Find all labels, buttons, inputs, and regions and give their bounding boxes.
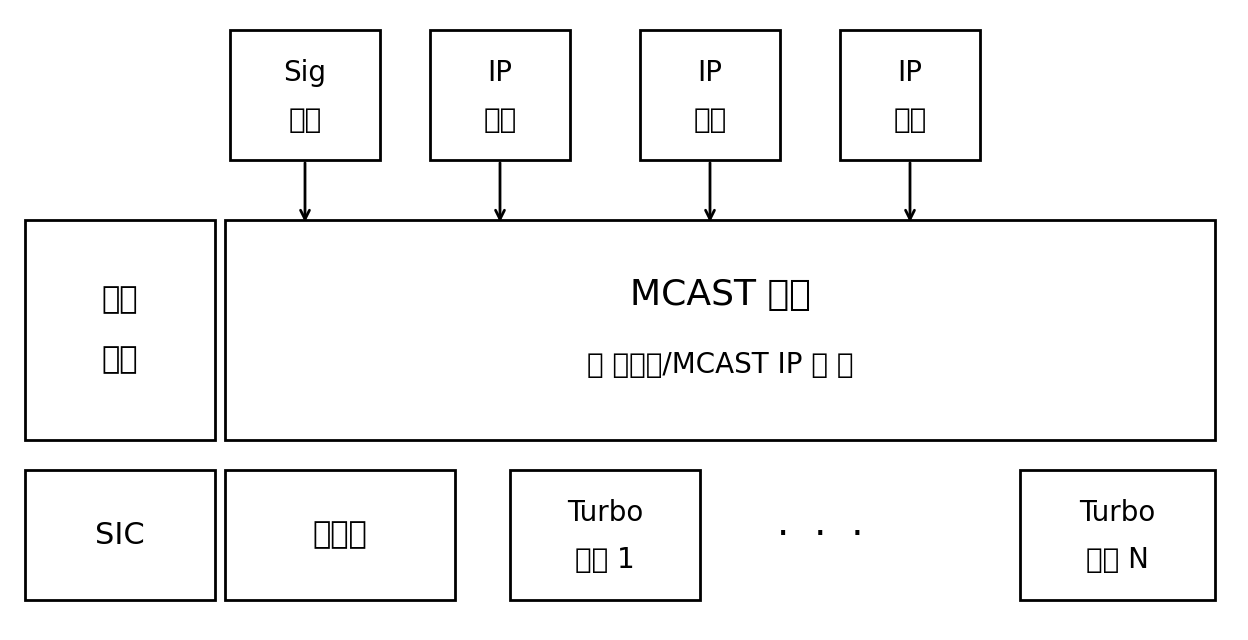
Text: Sig: Sig xyxy=(283,59,327,87)
Text: IP: IP xyxy=(897,59,922,87)
Bar xyxy=(431,30,570,160)
Bar xyxy=(25,220,215,440)
Text: MCAST 包层: MCAST 包层 xyxy=(630,278,810,312)
Text: IP: IP xyxy=(698,59,723,87)
Bar xyxy=(225,220,1216,440)
Text: 服务: 服务 xyxy=(483,106,517,134)
Bar xyxy=(640,30,780,160)
Text: 主信道: 主信道 xyxy=(313,520,367,550)
Bar xyxy=(25,470,215,600)
Bar xyxy=(840,30,980,160)
Text: 信息: 信息 xyxy=(288,106,322,134)
Bar xyxy=(225,470,456,600)
Text: 信令: 信令 xyxy=(102,285,139,314)
Text: 结构: 结构 xyxy=(102,346,139,374)
Text: 服务: 服务 xyxy=(894,106,926,134)
Text: 信道 N: 信道 N xyxy=(1086,546,1149,574)
Text: ·  ·  ·: · · · xyxy=(776,516,864,554)
Text: IP: IP xyxy=(488,59,513,87)
Text: SIC: SIC xyxy=(95,520,145,550)
Bar xyxy=(1020,470,1216,600)
Text: （ 信令包/MCAST IP 包 ）: （ 信令包/MCAST IP 包 ） xyxy=(587,351,854,379)
Text: Turbo: Turbo xyxy=(1080,499,1156,527)
Bar xyxy=(230,30,379,160)
Text: 信道 1: 信道 1 xyxy=(575,546,635,574)
Bar xyxy=(510,470,700,600)
Text: 服务: 服务 xyxy=(694,106,726,134)
Text: Turbo: Turbo xyxy=(567,499,643,527)
